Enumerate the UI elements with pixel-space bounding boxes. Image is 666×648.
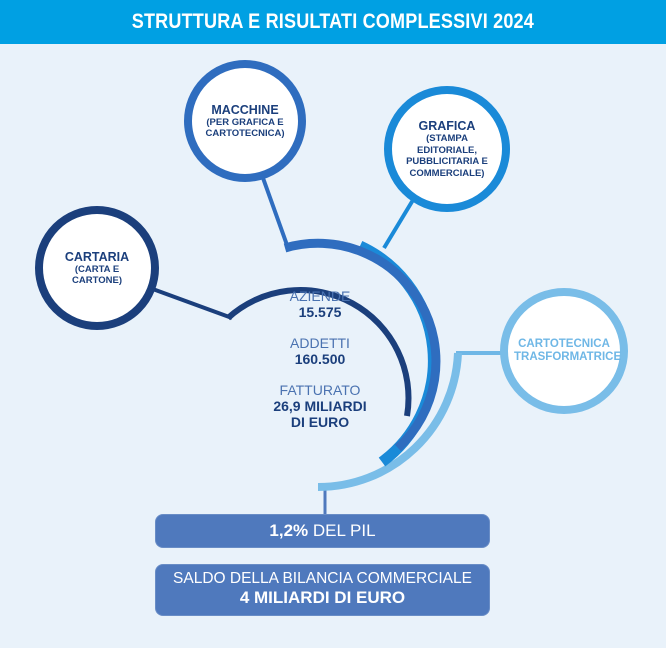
aziende-value: 15.575 <box>298 304 342 320</box>
arc-cartaria <box>225 287 412 417</box>
connector-cartaria <box>149 286 233 320</box>
sector-cartaria-title: CARTARIA <box>64 249 130 264</box>
connector-macchine <box>261 177 289 246</box>
addetti-label: ADDETTI <box>290 335 350 351</box>
sector-cartaria-subtitle: (CARTA E CARTONE) <box>72 263 122 287</box>
sector-macchine-title: MACCHINE <box>211 102 279 117</box>
pil-label: DEL PIL <box>312 521 376 540</box>
sector-macchine-circle: MACCHINE (PER GRAFICA E CARTOTECNICA) <box>184 60 306 182</box>
sector-grafica-subtitle: (STAMPA EDITORIALE, PUBBLICITARIA E COMM… <box>406 133 488 179</box>
pil-value: 1,2% <box>269 521 309 540</box>
fatturato-value: 26,9 MILIARDI DI EURO <box>273 398 367 430</box>
arc-macchine <box>283 238 441 452</box>
saldo-box: SALDO DELLA BILANCIA COMMERCIALE 4 MILIA… <box>155 564 490 616</box>
pil-box: 1,2% DEL PIL <box>155 514 490 548</box>
fatturato-label: FATTURATO <box>279 382 361 398</box>
aziende-label: AZIENDE <box>289 288 351 304</box>
arc-cartotecnica <box>317 352 462 492</box>
sector-macchine-subtitle: (PER GRAFICA E CARTOTECNICA) <box>205 116 285 140</box>
sector-cartotecnica-title: CARTOTECNICA TRASFORMATRICE <box>514 338 622 363</box>
sector-cartotecnica-circle: CARTOTECNICA TRASFORMATRICE <box>500 288 628 414</box>
connector-grafica <box>382 193 418 250</box>
sector-grafica-title: GRAFICA <box>418 119 476 133</box>
sector-cartaria-circle: CARTARIA (CARTA E CARTONE) <box>35 206 159 330</box>
saldo-label: SALDO DELLA BILANCIA COMMERCIALE <box>173 570 472 587</box>
addetti-value: 160.500 <box>294 351 346 367</box>
page-title: STRUTTURA E RISULTATI COMPLESSIVI 2024 <box>131 10 535 33</box>
saldo-value: 4 MILIARDI DI EURO <box>239 588 406 607</box>
central-stats: AZIENDE 15.575 ADDETTI 160.500 FATTURATO… <box>245 288 395 430</box>
sector-grafica-circle: GRAFICA (STAMPA EDITORIALE, PUBBLICITARI… <box>384 86 510 212</box>
title-banner: STRUTTURA E RISULTATI COMPLESSIVI 2024 <box>0 0 666 44</box>
